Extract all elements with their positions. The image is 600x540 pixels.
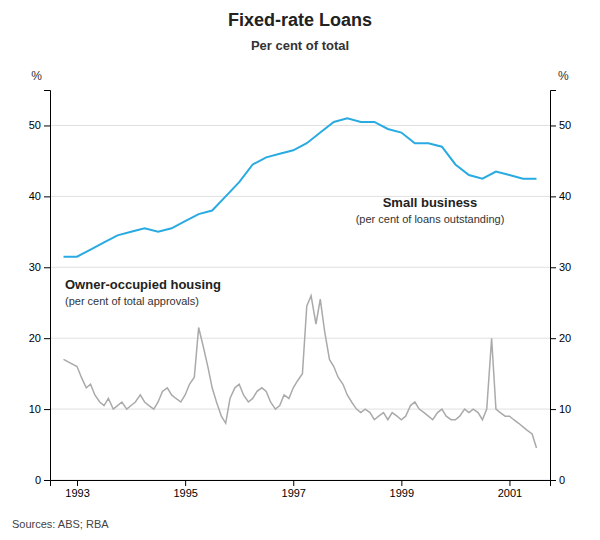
tick-mark <box>77 480 78 486</box>
tick: 40 <box>29 190 50 202</box>
series-line <box>64 296 537 448</box>
y2-axis-label: % <box>558 69 569 83</box>
tick: 0 <box>550 474 565 486</box>
tick-mark <box>401 480 402 486</box>
y-axis-label: % <box>31 69 42 83</box>
tick: 30 <box>550 261 571 273</box>
tick-label: 0 <box>35 474 41 486</box>
tick: 1995 <box>173 480 197 499</box>
tick-mark <box>44 338 50 339</box>
tick-label: 20 <box>559 332 571 344</box>
series-label: Owner-occupied housing <box>65 277 221 292</box>
annotation: (per cent of total approvals) <box>65 295 199 307</box>
tick-label: 0 <box>559 474 565 486</box>
tick: 40 <box>550 190 571 202</box>
series-line <box>64 118 537 256</box>
tick-mark <box>550 480 556 481</box>
tick-label: 50 <box>559 119 571 131</box>
tick-label: 1995 <box>173 487 197 499</box>
tick: 1993 <box>65 480 89 499</box>
axis-line <box>51 481 551 487</box>
tick-label: 1999 <box>390 487 414 499</box>
tick-label: 50 <box>29 119 41 131</box>
tick: 50 <box>550 119 571 131</box>
tick-mark <box>550 125 556 126</box>
tick: 30 <box>29 261 50 273</box>
lines <box>64 118 537 448</box>
tick-label: 1997 <box>282 487 306 499</box>
tick-label: 10 <box>559 403 571 415</box>
series-label: Small business <box>383 195 478 210</box>
grid-line <box>50 125 550 126</box>
grid-line <box>50 409 550 410</box>
y-axis: 0 10 20 30 40 50 <box>29 91 51 487</box>
tick: 20 <box>550 332 571 344</box>
subtitle: Per cent of total <box>251 38 349 53</box>
grid-line <box>50 267 550 268</box>
axis-line <box>551 91 557 481</box>
tick-label: 2001 <box>498 487 522 499</box>
tick: 2001 <box>498 480 522 499</box>
plot: 1993 1995 1997 1999 2001 0 10 20 30 40 50 0 10 20 30 40… <box>29 91 572 499</box>
x-axis: 1993 1995 1997 1999 2001 <box>51 480 551 499</box>
tick-label: 20 <box>29 332 41 344</box>
tick-mark <box>185 480 186 486</box>
tick-label: 40 <box>29 190 41 202</box>
tick-mark <box>293 480 294 486</box>
tick-mark <box>44 480 50 481</box>
tick: 20 <box>29 332 50 344</box>
tick-label: 1993 <box>65 487 89 499</box>
tick-mark <box>550 409 556 410</box>
tick-mark <box>44 267 50 268</box>
tick-mark <box>550 267 556 268</box>
tick-mark <box>44 409 50 410</box>
tick: 10 <box>550 403 571 415</box>
tick: 10 <box>29 403 50 415</box>
tick: 0 <box>35 474 50 486</box>
grid <box>50 125 550 480</box>
tick-mark <box>550 338 556 339</box>
tick-label: 30 <box>29 261 41 273</box>
axis-line <box>44 91 51 481</box>
chart: Fixed-rate LoansPer cent of total1993199… <box>0 0 600 540</box>
tick: 1999 <box>390 480 414 499</box>
tick: 50 <box>29 119 50 131</box>
title: Fixed-rate Loans <box>228 10 372 30</box>
tick-label: 10 <box>29 403 41 415</box>
tick-label: 30 <box>559 261 571 273</box>
tick: 1997 <box>282 480 306 499</box>
tick-mark <box>509 480 510 486</box>
y2-axis: 0 10 20 30 40 50 <box>550 91 571 487</box>
annotation: (per cent of loans outstanding) <box>356 213 505 225</box>
tick-label: 40 <box>559 190 571 202</box>
tick-mark <box>44 125 50 126</box>
grid-line <box>50 338 550 339</box>
source: Sources: ABS; RBA <box>12 518 109 530</box>
tick-mark <box>550 196 556 197</box>
series-labels: Small business (per cent of loans outstan… <box>65 195 504 307</box>
tick-mark <box>44 196 50 197</box>
